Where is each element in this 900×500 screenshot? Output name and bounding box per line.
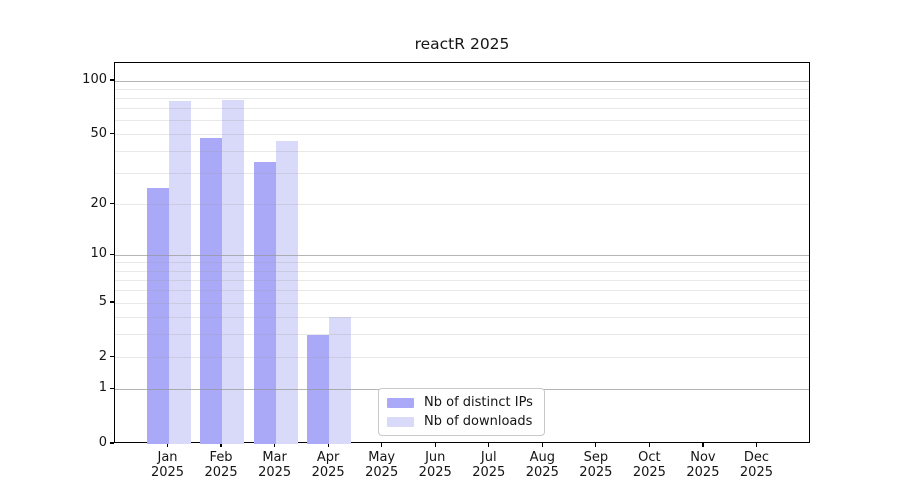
x-tick-label-dec: Dec 2025 — [739, 450, 773, 480]
x-tick-mark-jun — [434, 443, 436, 447]
gridline-minor-90 — [115, 88, 809, 90]
y-tick-mark-0 — [110, 442, 114, 444]
x-tick-mark-mar — [273, 443, 276, 447]
legend-swatch-distinct-ips — [387, 397, 414, 408]
x-tick-mark-aug — [541, 443, 543, 447]
gridline-minor-30 — [115, 173, 809, 175]
bar-downloads-mar — [275, 141, 298, 444]
y-tick-label-50: 50 — [90, 125, 107, 141]
y-tick-mark-10 — [110, 253, 114, 256]
x-tick-label-sep: Sep 2025 — [579, 450, 613, 480]
y-tick-label-0: 0 — [98, 435, 107, 450]
y-tick-label-20: 20 — [90, 195, 107, 211]
gridline-minor-50 — [115, 134, 809, 136]
legend-row-downloads: Nb of downloads — [387, 414, 544, 429]
gridline-minor-80 — [115, 97, 809, 99]
y-tick-mark-100 — [110, 79, 114, 81]
gridlines-layer — [115, 63, 809, 442]
x-tick-mark-sep — [595, 443, 597, 447]
x-tick-label-aug: Aug 2025 — [525, 450, 559, 480]
legend-swatch-downloads — [387, 416, 414, 427]
bar-distinct-ips-jan — [146, 187, 169, 444]
gridline-minor-20 — [115, 204, 809, 206]
x-tick-mark-jul — [488, 443, 490, 447]
gridline-minor-70 — [115, 108, 809, 110]
y-tick-mark-2 — [110, 355, 114, 358]
gridline-minor-7 — [115, 279, 809, 281]
x-tick-mark-dec — [755, 443, 758, 447]
gridline-minor-40 — [115, 151, 809, 153]
legend-label-downloads: Nb of downloads — [424, 414, 533, 429]
y-tick-mark-20 — [110, 202, 114, 205]
x-tick-label-nov: Nov 2025 — [686, 450, 720, 480]
x-tick-mark-jan — [166, 443, 169, 447]
legend-row-distinct-ips: Nb of distinct IPs — [387, 395, 544, 410]
x-tick-label-jul: Jul 2025 — [472, 450, 506, 480]
bar-distinct-ips-feb — [200, 137, 223, 444]
x-tick-label-jun: Jun 2025 — [418, 450, 452, 480]
x-tick-label-oct: Oct 2025 — [632, 450, 666, 480]
x-tick-label-apr: Apr 2025 — [311, 450, 345, 480]
gridline-minor-2 — [115, 357, 809, 359]
x-tick-label-mar: Mar 2025 — [258, 450, 292, 480]
y-tick-label-2: 2 — [98, 348, 107, 364]
x-tick-label-feb: Feb 2025 — [204, 450, 238, 480]
x-tick-label-jan: Jan 2025 — [150, 450, 185, 480]
y-tick-mark-1 — [110, 387, 114, 390]
x-tick-mark-feb — [220, 443, 222, 447]
gridline-minor-6 — [115, 290, 809, 292]
y-tick-label-10: 10 — [90, 246, 107, 262]
gridline-minor-4 — [115, 316, 809, 318]
chart-title: reactR 2025 — [414, 35, 510, 53]
gridline-minor-60 — [115, 120, 809, 122]
gridline-minor-3 — [115, 334, 809, 336]
gridline-major-100 — [115, 80, 809, 82]
gridline-minor-5 — [115, 302, 809, 304]
y-tick-mark-5 — [110, 301, 114, 303]
bar-distinct-ips-mar — [253, 162, 276, 444]
y-tick-mark-50 — [110, 133, 114, 135]
gridline-major-10 — [115, 254, 809, 256]
plot-area — [114, 62, 810, 444]
y-tick-label-100: 100 — [82, 72, 107, 88]
bar-downloads-apr — [329, 317, 352, 444]
legend-label-distinct-ips: Nb of distinct IPs — [424, 395, 533, 410]
gridline-minor-9 — [115, 262, 809, 264]
x-tick-mark-oct — [648, 443, 651, 447]
x-tick-label-may: May 2025 — [365, 450, 399, 480]
y-tick-label-1: 1 — [98, 380, 107, 396]
bar-downloads-jan — [168, 101, 191, 444]
x-tick-mark-nov — [702, 443, 704, 447]
legend: Nb of distinct IPs Nb of downloads — [378, 388, 545, 436]
y-tick-label-5: 5 — [98, 294, 107, 310]
bar-downloads-feb — [222, 100, 245, 444]
x-tick-mark-may — [381, 443, 383, 447]
x-tick-mark-apr — [327, 443, 329, 447]
gridline-minor-8 — [115, 270, 809, 272]
